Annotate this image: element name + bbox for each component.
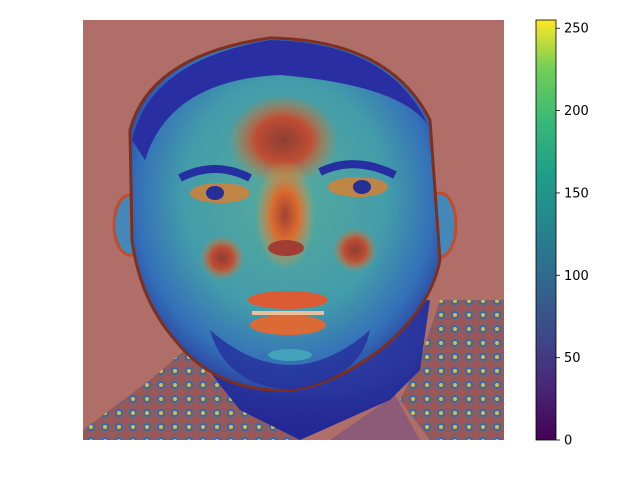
nostrils: [268, 240, 304, 256]
shirt-collar: [330, 395, 420, 440]
left-eyebrow: [178, 165, 252, 182]
left-eye: [206, 186, 224, 200]
forehead-hotspot: [228, 95, 338, 185]
nose-hotspot: [255, 160, 315, 270]
right-eyebrow: [318, 160, 397, 179]
colorbar-tick-label: 0: [564, 434, 572, 449]
heatmap-image: [83, 20, 504, 440]
upper-lip: [248, 291, 328, 309]
colorbar-tick-label: 250: [564, 22, 589, 37]
colorbar-tick-label: 50: [564, 351, 581, 366]
right-eye: [353, 180, 371, 194]
overlay-tint: [83, 20, 504, 440]
left-cheek-hotspot: [200, 236, 244, 280]
chin-highlight: [268, 349, 312, 361]
beard-region: [210, 330, 370, 390]
colorbar-gradient: [535, 19, 557, 441]
colorbar-tick-label: 100: [564, 269, 589, 284]
shirt-right: [400, 300, 504, 440]
colorbar-ticks: 0 50 100 150 200 250: [556, 22, 589, 449]
shirt-left: [83, 350, 300, 440]
lower-lip: [250, 315, 326, 335]
mouth-line: [252, 311, 324, 315]
colorbar-tick-label: 150: [564, 186, 589, 201]
right-cheek-hotspot: [333, 228, 377, 272]
hair-region: [132, 40, 428, 160]
colorbar: 0 50 100 150 200 250: [535, 19, 589, 449]
colorbar-tick-label: 200: [564, 104, 589, 119]
